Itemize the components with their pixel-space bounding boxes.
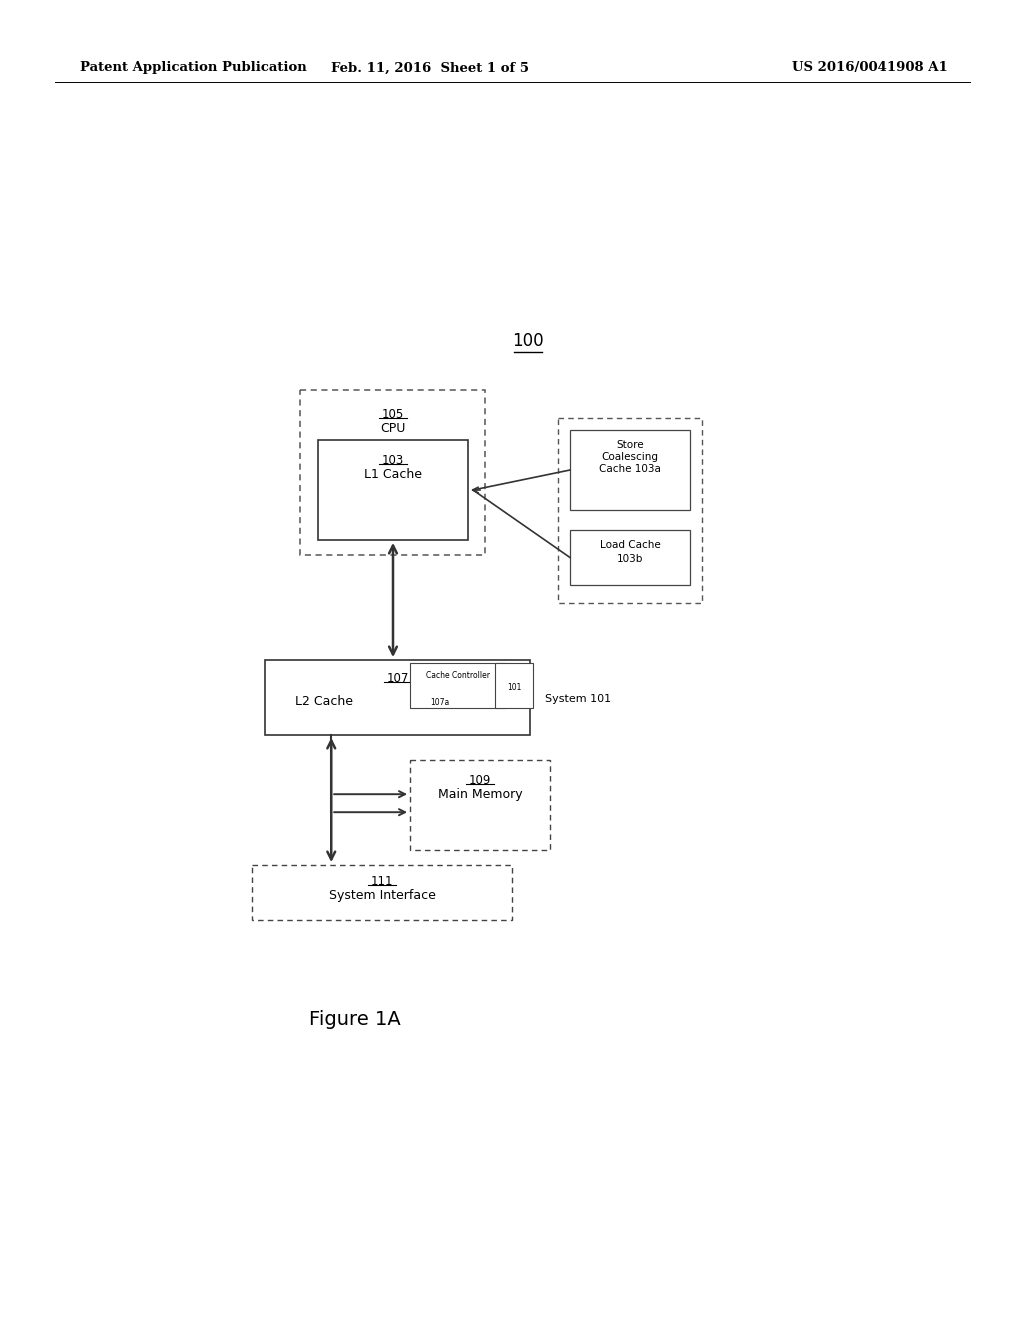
- Bar: [318, 440, 468, 540]
- Text: 105: 105: [381, 408, 403, 421]
- Bar: [570, 430, 690, 510]
- Text: 111: 111: [371, 875, 393, 888]
- Text: Figure 1A: Figure 1A: [309, 1010, 400, 1030]
- Bar: [300, 389, 485, 554]
- Text: Patent Application Publication: Patent Application Publication: [80, 62, 307, 74]
- Text: 103: 103: [382, 454, 404, 467]
- Text: 101: 101: [507, 682, 521, 692]
- Bar: [265, 660, 530, 735]
- Text: 107: 107: [386, 672, 409, 685]
- Text: 100: 100: [512, 333, 544, 350]
- Text: US 2016/0041908 A1: US 2016/0041908 A1: [793, 62, 948, 74]
- Text: L1 Cache: L1 Cache: [364, 469, 422, 480]
- Text: Cache 103a: Cache 103a: [599, 465, 660, 474]
- Text: System Interface: System Interface: [329, 888, 435, 902]
- Bar: [558, 418, 702, 603]
- Text: Store: Store: [616, 440, 644, 450]
- Text: CPU: CPU: [380, 422, 406, 436]
- Text: 109: 109: [469, 774, 492, 787]
- Bar: [252, 865, 512, 920]
- Text: Load Cache: Load Cache: [600, 540, 660, 550]
- Bar: [410, 663, 505, 708]
- Text: System 101: System 101: [545, 694, 611, 705]
- Text: Main Memory: Main Memory: [437, 788, 522, 801]
- Text: Feb. 11, 2016  Sheet 1 of 5: Feb. 11, 2016 Sheet 1 of 5: [331, 62, 529, 74]
- Text: L2 Cache: L2 Cache: [295, 696, 353, 708]
- Text: Coalescing: Coalescing: [601, 451, 658, 462]
- Text: 107a: 107a: [430, 698, 450, 708]
- Bar: [410, 760, 550, 850]
- Bar: [495, 663, 534, 708]
- Text: 103b: 103b: [616, 554, 643, 564]
- Text: Cache Controller: Cache Controller: [426, 671, 489, 680]
- Bar: [570, 531, 690, 585]
